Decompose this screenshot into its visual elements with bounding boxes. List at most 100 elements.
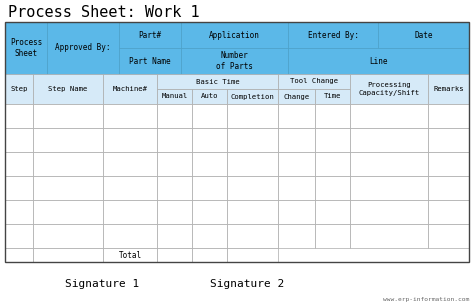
Bar (316, 176, 350, 200)
Text: Signature 1: Signature 1 (65, 279, 139, 289)
Bar (192, 89, 227, 104)
Text: Step: Step (10, 86, 27, 92)
Text: Entered By:: Entered By: (308, 31, 358, 39)
Bar (5, 22, 469, 262)
Bar (350, 104, 428, 128)
Bar (278, 89, 316, 104)
Bar (227, 248, 278, 262)
Bar (316, 224, 350, 248)
Bar (103, 248, 157, 262)
Text: Process Sheet: Work 1: Process Sheet: Work 1 (8, 5, 200, 20)
Bar (157, 248, 192, 262)
Bar (157, 176, 192, 200)
Bar (278, 152, 316, 176)
Bar (33, 104, 103, 128)
Bar (33, 200, 103, 224)
Text: Approved By:: Approved By: (55, 43, 111, 53)
Bar (227, 152, 278, 176)
Bar (278, 176, 316, 200)
Bar (428, 176, 469, 200)
Bar (5, 200, 33, 224)
Text: Line: Line (369, 57, 388, 65)
Bar (192, 200, 227, 224)
Bar (5, 248, 33, 262)
Text: Processing
Capacity/Shift: Processing Capacity/Shift (359, 83, 420, 95)
Bar (227, 104, 278, 128)
Bar (428, 224, 469, 248)
Bar (119, 22, 181, 48)
Bar (428, 128, 469, 152)
Bar (157, 200, 192, 224)
Text: Part Name: Part Name (129, 57, 171, 65)
Bar (103, 176, 157, 200)
Bar (33, 224, 103, 248)
Bar (5, 224, 33, 248)
Bar (103, 104, 157, 128)
Bar (157, 104, 192, 128)
Bar (227, 176, 278, 200)
Bar (33, 248, 103, 262)
Text: Basic Time: Basic Time (196, 79, 240, 84)
Bar (33, 176, 103, 200)
Bar (428, 74, 469, 104)
Bar (103, 224, 157, 248)
Bar (350, 152, 428, 176)
Text: Signature 2: Signature 2 (210, 279, 284, 289)
Bar (227, 89, 278, 104)
Bar (157, 89, 192, 104)
Bar (350, 224, 428, 248)
Bar (181, 48, 288, 74)
Bar (316, 200, 350, 224)
Bar (288, 22, 378, 48)
Bar (5, 176, 33, 200)
Bar (192, 104, 227, 128)
Bar (181, 22, 288, 48)
Bar (227, 200, 278, 224)
Bar (103, 74, 157, 104)
Text: Remarks: Remarks (433, 86, 464, 92)
Bar (5, 152, 33, 176)
Text: Completion: Completion (231, 94, 274, 99)
Bar (350, 176, 428, 200)
Bar (5, 128, 33, 152)
Bar (192, 176, 227, 200)
Bar (316, 128, 350, 152)
Bar (33, 74, 103, 104)
Bar (378, 22, 469, 48)
Bar (192, 152, 227, 176)
Bar (316, 152, 350, 176)
Bar (278, 224, 316, 248)
Bar (157, 152, 192, 176)
Bar (192, 224, 227, 248)
Bar (278, 74, 350, 89)
Bar (192, 248, 227, 262)
Bar (278, 200, 316, 224)
Text: Date: Date (414, 31, 433, 39)
Bar (350, 200, 428, 224)
Bar (227, 128, 278, 152)
Bar (350, 128, 428, 152)
Bar (428, 152, 469, 176)
Bar (103, 128, 157, 152)
Bar (227, 224, 278, 248)
Text: Number
of Parts: Number of Parts (216, 51, 253, 71)
Text: www.erp-information.com: www.erp-information.com (383, 297, 469, 302)
Bar (278, 104, 316, 128)
Text: Change: Change (284, 94, 310, 99)
Bar (278, 128, 316, 152)
Bar (5, 22, 47, 74)
Bar (103, 152, 157, 176)
Bar (157, 128, 192, 152)
Bar (33, 152, 103, 176)
Text: Auto: Auto (201, 94, 219, 99)
Text: Tool Change: Tool Change (290, 79, 338, 84)
Bar (157, 224, 192, 248)
Text: Part#: Part# (138, 31, 162, 39)
Bar (5, 74, 33, 104)
Bar (316, 104, 350, 128)
Bar (192, 128, 227, 152)
Text: Process
Sheet: Process Sheet (10, 38, 42, 58)
Bar (428, 104, 469, 128)
Bar (157, 74, 278, 89)
Bar (103, 200, 157, 224)
